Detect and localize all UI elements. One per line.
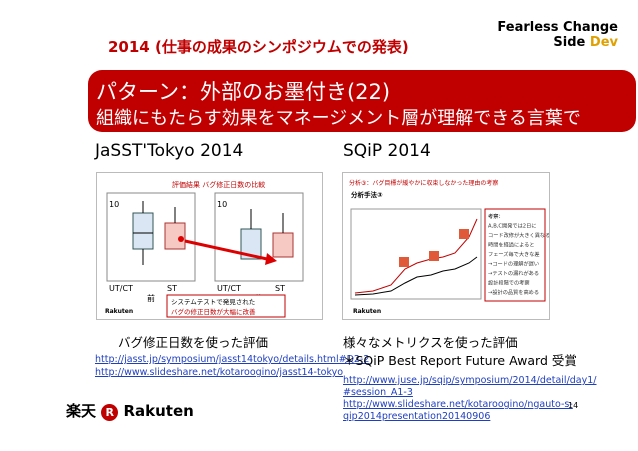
sqip-bullet: →コードの理解が遅い bbox=[488, 260, 539, 268]
page-number: 14 bbox=[568, 401, 579, 410]
sqip-bullet: →設計の品質を高める bbox=[488, 288, 539, 296]
slide-title: 2014 (仕事の成果のシンポジウムでの発表) bbox=[108, 38, 409, 56]
right-link-3[interactable]: http://www.slideshare.net/kotaroogino/ng… bbox=[343, 399, 573, 410]
footer-logo-kanji: 楽天 bbox=[66, 402, 97, 420]
svg-text:システムテストで発見された: システムテストで発見された bbox=[171, 297, 255, 306]
sqip-bullet: フェーズ毎で大きな差 bbox=[488, 250, 540, 258]
sqip-chart-title: 分析③：バグ目標が緩やかに収束しなかった理由の考察 bbox=[349, 179, 498, 187]
brand-block: Fearless Change Side Dev bbox=[468, 20, 618, 50]
sqip-bullet: 考察： bbox=[488, 212, 504, 220]
brand-line1: Fearless Change bbox=[497, 20, 618, 35]
sqip-bullet: 設計段階での考察 bbox=[488, 279, 530, 287]
sqip-bullet: コード改修が大きく異なる bbox=[488, 231, 549, 239]
group2-label: UT/CT bbox=[217, 284, 241, 293]
group1-sub: ST bbox=[167, 284, 177, 293]
brand-dev: Dev bbox=[589, 35, 618, 50]
left-link-1[interactable]: http://jasst.jp/symposium/jasst14tokyo/d… bbox=[95, 354, 370, 365]
sqip-bullet: 時間を経過によると bbox=[488, 241, 535, 249]
left-heading: JaSST'Tokyo 2014 bbox=[95, 141, 244, 161]
ymax-right: 10 bbox=[217, 200, 227, 209]
footer-logo: 楽天 R Rakuten bbox=[66, 400, 194, 421]
sqip-slide-thumbnail: 分析③：バグ目標が緩やかに収束しなかった理由の考察 分析手法③ 考察： A,B,C… bbox=[342, 172, 550, 320]
jasst-logo: Rakuten bbox=[105, 308, 133, 315]
sqip-section: 分析手法③ bbox=[351, 190, 383, 199]
sqip-bullet: →テストの漏れがある bbox=[488, 269, 539, 277]
brand-line2: Side Dev bbox=[468, 35, 618, 50]
sqip-bullets: 考察： A,B,C開発では2日にコード改修が大きく異なる時間を経過によるとフェーズ… bbox=[488, 212, 549, 296]
banner-line1: パターン：外部のお墨付き(22) bbox=[96, 80, 391, 104]
brand-side: Side bbox=[553, 35, 586, 50]
right-caption-2: ＊SQiP Best Report Future Award 受賞 bbox=[343, 353, 577, 368]
jasst-slide-thumbnail: 評価結果 バグ修正日数の比較 10 10 UT/CT ST UT/CT ST 前… bbox=[96, 172, 323, 320]
pattern-banner: パターン：外部のお墨付き(22) 組織にもたらす効果をマネージメント層が理解でき… bbox=[88, 70, 636, 132]
label-before: 前 bbox=[147, 293, 155, 303]
banner-line2: 組織にもたらす効果をマネージメント層が理解できる言葉で bbox=[96, 108, 581, 129]
right-link-4[interactable]: qip2014presentation20140906 bbox=[343, 411, 491, 422]
right-heading: SQiP 2014 bbox=[343, 141, 431, 161]
group2-sub: ST bbox=[275, 284, 285, 293]
sqip-logo: Rakuten bbox=[353, 308, 381, 315]
svg-text:バグの修正日数が大幅に改善: バグの修正日数が大幅に改善 bbox=[171, 307, 256, 316]
sqip-chart-image: 分析③：バグ目標が緩やかに収束しなかった理由の考察 分析手法③ 考察： A,B,C… bbox=[343, 173, 549, 319]
rakuten-r-icon: R bbox=[101, 404, 119, 421]
right-link-1[interactable]: http://www.juse.jp/sqip/symposium/2014/d… bbox=[343, 375, 597, 386]
footer-logo-word: Rakuten bbox=[123, 402, 194, 420]
right-caption-1: 様々なメトリクスを使った評価 bbox=[343, 335, 518, 350]
group1-label: UT/CT bbox=[109, 284, 133, 293]
jasst-chart-title: 評価結果 バグ修正日数の比較 bbox=[172, 180, 265, 189]
left-link-2[interactable]: http://www.slideshare.net/kotaroogino/ja… bbox=[95, 367, 344, 378]
right-link-2[interactable]: #session_A1-3 bbox=[343, 387, 413, 398]
jasst-chart-image: 評価結果 バグ修正日数の比較 10 10 UT/CT ST UT/CT ST 前… bbox=[97, 173, 322, 319]
ymax-left: 10 bbox=[109, 200, 119, 209]
sqip-bullet: A,B,C開発では2日に bbox=[488, 222, 536, 230]
left-caption: バグ修正日数を使った評価 bbox=[118, 335, 269, 350]
